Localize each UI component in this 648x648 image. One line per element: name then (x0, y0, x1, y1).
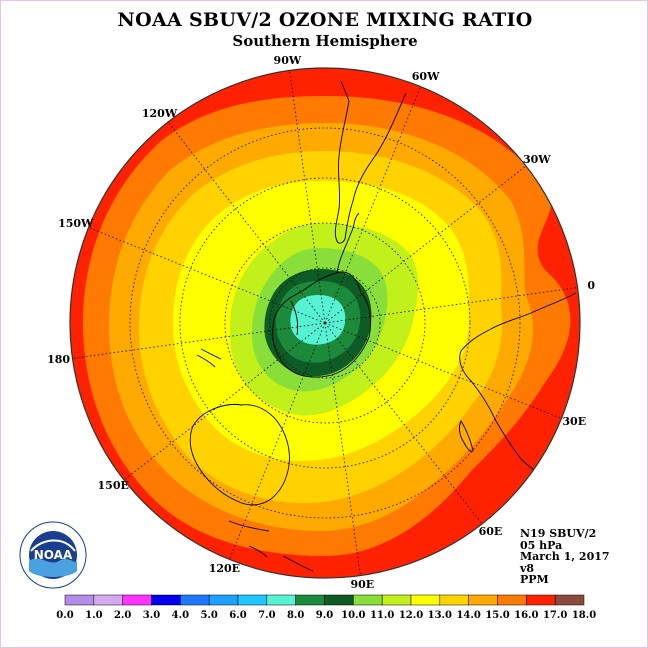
graticule-lines (72, 70, 578, 576)
color-scale-label: 3.0 (142, 610, 161, 621)
color-scale-swatch (64, 594, 95, 606)
meridian-line (123, 322, 326, 481)
info-satellite: N19 SBUV/2 (520, 527, 597, 540)
meridian-line (167, 121, 326, 324)
contour-layers (70, 68, 580, 578)
longitude-label: 120W (141, 107, 178, 121)
meridian-line (229, 322, 326, 560)
color-scale-label: 13.0 (427, 610, 452, 621)
page-title: NOAA SBUV/2 OZONE MIXING RATIO (117, 9, 533, 31)
color-scale-swatch (266, 594, 296, 606)
meridian-line (324, 287, 578, 324)
color-scale-swatch (122, 594, 152, 606)
color-scale-label: 8.0 (286, 610, 305, 621)
page-subtitle: Southern Hemisphere (232, 32, 418, 50)
contour-below-8 (290, 295, 346, 345)
longitude-label: 180 (47, 352, 71, 366)
color-scale-label: 16.0 (514, 610, 539, 621)
color-scale-swatch (554, 594, 585, 606)
longitude-label: 0 (587, 279, 596, 293)
color-scale-swatch (151, 594, 181, 606)
color-scale-label: 0.0 (56, 610, 74, 621)
meridian-line (324, 322, 562, 419)
longitude-label: 30W (522, 152, 551, 166)
longitude-label: 120E (208, 561, 241, 575)
color-scale-label: 7.0 (258, 610, 276, 621)
info-units: PPM (520, 573, 549, 586)
color-scale-label: 5.0 (200, 610, 218, 621)
meridian-line (72, 322, 326, 359)
meridian-line (324, 86, 421, 324)
color-scale-swatch (468, 594, 498, 606)
color-scale-label: 18.0 (571, 610, 597, 621)
meridian-line (88, 227, 326, 324)
color-scale-swatch (93, 594, 123, 606)
longitude-label: 150W (58, 216, 94, 230)
noaa-logo-icon: NOAA (19, 521, 87, 589)
color-scale-swatch (410, 594, 441, 606)
color-scale-swatch (439, 594, 469, 606)
color-scale-swatch (295, 594, 325, 606)
color-scale-swatch (324, 594, 354, 606)
color-scale-label: 1.0 (85, 610, 103, 621)
color-scale-swatch (353, 594, 383, 606)
longitude-label: 90W (273, 53, 302, 67)
longitude-label: 30E (562, 415, 587, 429)
color-scale-label: 12.0 (398, 610, 424, 621)
color-scale-label: 14.0 (456, 610, 481, 621)
color-scale-label: 10.0 (341, 610, 366, 621)
color-scale-label: 17.0 (542, 610, 568, 621)
meridian-line (324, 322, 483, 525)
color-scale-label: 9.0 (315, 610, 334, 621)
info-version: v8 (520, 561, 535, 575)
color-scale-label: 4.0 (171, 610, 190, 621)
longitude-label: 60E (478, 524, 503, 538)
info-block: N19 SBUV/2 05 hPa March 1, 2017 v8 PPM (520, 528, 610, 586)
meridian-line (289, 70, 326, 324)
longitude-label: 90E (350, 578, 375, 592)
coastlines (189, 80, 577, 572)
color-scale-label: 2.0 (113, 610, 132, 621)
color-scale-bar (64, 594, 585, 606)
color-scale-swatch (381, 594, 412, 606)
color-scale-label: 15.0 (485, 610, 510, 621)
meridian-line (324, 322, 361, 576)
color-scale-swatch (237, 594, 268, 606)
meridian-line (324, 165, 527, 324)
noaa-logo-text: NOAA (34, 548, 73, 562)
color-scale-swatch (208, 594, 239, 606)
longitude-label: 150E (97, 479, 129, 493)
color-scale-swatch (497, 594, 527, 606)
color-scale-swatch (180, 594, 210, 606)
color-scale-label: 11.0 (369, 610, 395, 621)
color-scale-swatch (526, 594, 556, 606)
info-level: 05 hPa (520, 538, 563, 552)
longitude-label: 60W (411, 70, 440, 84)
map-boundary (69, 67, 581, 579)
color-scale-label: 6.0 (229, 610, 247, 621)
info-date: March 1, 2017 (520, 550, 610, 563)
